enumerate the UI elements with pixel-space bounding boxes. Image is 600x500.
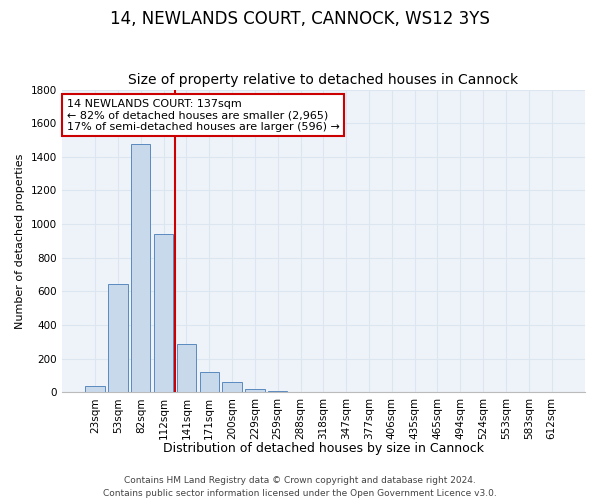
Bar [245, 389, 265, 392]
Bar [85, 386, 105, 392]
X-axis label: Distribution of detached houses by size in Cannock: Distribution of detached houses by size … [163, 442, 484, 455]
Title: Size of property relative to detached houses in Cannock: Size of property relative to detached ho… [128, 73, 518, 87]
Text: 14 NEWLANDS COURT: 137sqm
← 82% of detached houses are smaller (2,965)
17% of se: 14 NEWLANDS COURT: 137sqm ← 82% of detac… [67, 98, 340, 132]
Bar [223, 382, 242, 392]
Bar [154, 234, 173, 392]
Y-axis label: Number of detached properties: Number of detached properties [15, 153, 25, 328]
Bar [177, 344, 196, 392]
Bar [108, 284, 128, 392]
Text: Contains HM Land Registry data © Crown copyright and database right 2024.
Contai: Contains HM Land Registry data © Crown c… [103, 476, 497, 498]
Bar [131, 144, 151, 392]
Bar [200, 372, 219, 392]
Text: 14, NEWLANDS COURT, CANNOCK, WS12 3YS: 14, NEWLANDS COURT, CANNOCK, WS12 3YS [110, 10, 490, 28]
